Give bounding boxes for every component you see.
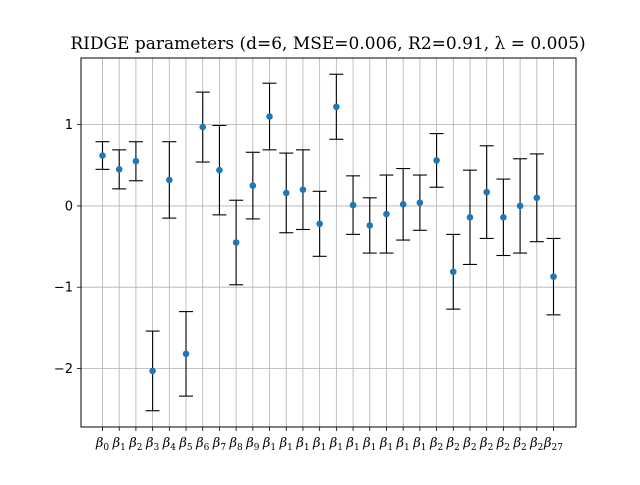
y-tick-label: 1 [65, 118, 73, 133]
data-point [416, 199, 424, 206]
data-point [433, 157, 440, 164]
data-point [216, 166, 223, 174]
x-tick-label: β5 [178, 436, 193, 453]
x-tick-label: β2 [512, 436, 526, 453]
data-point [449, 268, 457, 276]
data-point [333, 103, 340, 111]
data-point [115, 166, 123, 173]
x-tick-label: β1 [379, 436, 393, 453]
data-point [316, 220, 323, 228]
x-tick-label: β1 [412, 436, 426, 453]
x-tick-label: β1 [295, 436, 309, 453]
x-tick-label: β2 [496, 436, 510, 453]
data-point [182, 350, 190, 358]
x-axis-ticks: β0 β1 β2 β3 β4 β5 β6 β7 β8 β9 β1 β1 β1 β1 β1 β1 β1 β1 β1 β1… [95, 427, 563, 453]
x-tick-label: β2 [128, 436, 142, 453]
x-tick-label: β2 [446, 436, 460, 453]
x-tick-label: β2 [479, 436, 493, 453]
data-point [132, 157, 140, 165]
data-point [366, 222, 374, 229]
data-point [383, 210, 390, 218]
data-point [299, 186, 307, 193]
data-point [349, 201, 357, 209]
x-tick-label: β1 [329, 436, 343, 453]
data-point [533, 194, 541, 202]
x-tick-label: β6 [195, 436, 210, 453]
data-point [266, 113, 273, 120]
x-tick-label: β1 [262, 436, 276, 453]
data-point [282, 189, 290, 197]
chart-title: RIDGE parameters (d=6, MSE=0.006, R2=0.9… [70, 34, 585, 54]
data-point [199, 123, 207, 131]
x-tick-label: β1 [396, 436, 410, 453]
x-tick-label: β2 [462, 436, 476, 453]
data-point [166, 176, 173, 184]
y-axis-ticks: −2 −1 0 1 [54, 118, 81, 377]
data-points [99, 103, 557, 375]
x-tick-label: β8 [229, 436, 244, 453]
x-tick-label: β0 [95, 436, 110, 453]
x-tick-label: β9 [245, 436, 260, 453]
data-point [550, 273, 557, 280]
x-tick-label: β1 [312, 436, 326, 453]
x-tick-label: β2 [529, 436, 543, 453]
y-tick-label: −2 [54, 362, 73, 377]
data-point [500, 214, 507, 221]
x-tick-label: β3 [145, 436, 160, 453]
data-point [249, 182, 257, 189]
data-point [399, 200, 407, 208]
x-tick-label: β4 [162, 436, 177, 453]
data-point [99, 152, 106, 159]
x-tick-label: β1 [112, 436, 126, 453]
data-point [232, 239, 240, 246]
x-tick-label: β1 [279, 436, 293, 453]
x-tick-label: β2 [429, 436, 443, 453]
y-tick-label: −1 [54, 281, 73, 296]
plot-area-frame [80, 57, 577, 428]
x-tick-label: β1 [345, 436, 359, 453]
data-point [149, 367, 156, 375]
data-point [516, 202, 524, 210]
data-point [483, 188, 490, 196]
x-tick-label: β27 [543, 436, 563, 453]
x-tick-label: β1 [362, 436, 376, 453]
x-tick-label: β7 [212, 436, 227, 453]
y-tick-label: 0 [65, 199, 73, 214]
data-point [466, 214, 474, 221]
